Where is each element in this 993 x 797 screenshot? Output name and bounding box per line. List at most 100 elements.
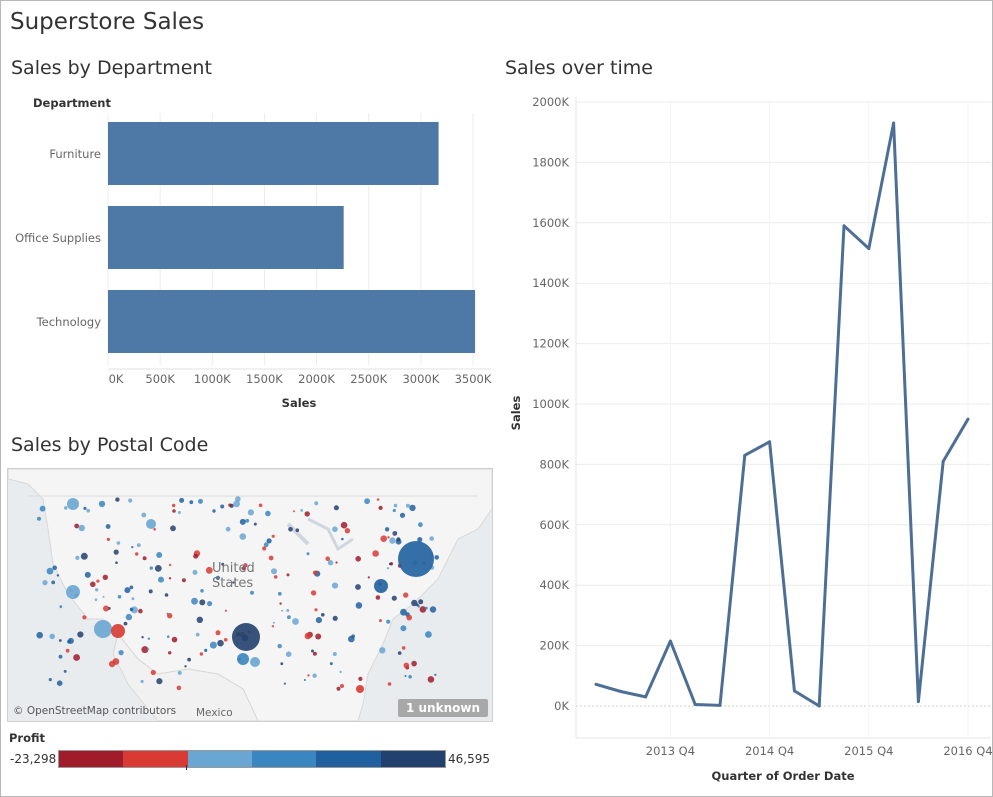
map-point[interactable]	[217, 639, 224, 647]
map-point[interactable]	[63, 669, 67, 673]
map-point[interactable]	[304, 632, 312, 640]
map-point[interactable]	[333, 505, 339, 511]
map-point[interactable]	[136, 543, 141, 547]
map-point[interactable]	[98, 500, 106, 508]
map-point[interactable]	[156, 678, 163, 685]
map-point[interactable]	[339, 670, 342, 674]
map-point[interactable]	[199, 599, 206, 606]
map-point[interactable]	[56, 574, 60, 577]
map-point[interactable]	[303, 679, 306, 681]
map-point[interactable]	[281, 609, 284, 612]
map-point[interactable]	[42, 580, 48, 586]
map-point[interactable]	[293, 510, 295, 513]
map-point[interactable]	[73, 654, 80, 661]
map-point[interactable]	[314, 501, 319, 506]
map-point[interactable]	[386, 567, 390, 570]
map-point[interactable]	[271, 568, 277, 575]
postal-code-map[interactable]: United States Mexico © OpenStreetMap con…	[7, 468, 493, 722]
map-point[interactable]	[340, 521, 348, 529]
map-point[interactable]	[64, 506, 68, 510]
map-point[interactable]	[158, 576, 164, 583]
line-point[interactable]	[792, 689, 796, 693]
map-point[interactable]	[138, 608, 143, 614]
map-point[interactable]	[184, 665, 187, 668]
map-point[interactable]	[115, 497, 120, 502]
map-point[interactable]	[375, 595, 381, 600]
map-point[interactable]	[250, 590, 254, 595]
map-point[interactable]	[434, 555, 440, 560]
map-point[interactable]	[253, 522, 257, 526]
map-point[interactable]	[331, 582, 339, 589]
map-point[interactable]	[403, 592, 409, 598]
bar-furniture[interactable]	[108, 122, 439, 185]
map-point[interactable]	[401, 646, 406, 650]
map-point[interactable]	[147, 637, 151, 640]
map-point-large[interactable]	[374, 579, 388, 593]
map-point[interactable]	[207, 601, 213, 607]
map-point[interactable]	[80, 552, 88, 560]
map-point[interactable]	[181, 578, 186, 583]
line-point[interactable]	[619, 690, 623, 694]
map-point[interactable]	[332, 526, 338, 532]
map-point[interactable]	[355, 584, 361, 590]
map-point[interactable]	[325, 556, 331, 561]
map-point[interactable]	[200, 589, 204, 593]
map-point[interactable]	[245, 518, 250, 523]
map-point[interactable]	[286, 609, 290, 612]
map-point[interactable]	[48, 678, 52, 682]
map-point-large[interactable]	[398, 541, 434, 577]
map-point[interactable]	[67, 639, 72, 644]
map-point[interactable]	[340, 684, 344, 688]
map-point[interactable]	[193, 553, 199, 559]
map-point[interactable]	[166, 635, 170, 638]
map-point[interactable]	[51, 580, 56, 585]
map-point[interactable]	[223, 638, 228, 642]
line-point[interactable]	[743, 453, 747, 457]
map-point[interactable]	[418, 522, 423, 528]
map-point[interactable]	[399, 512, 406, 518]
map-point[interactable]	[141, 512, 147, 518]
map-point[interactable]	[52, 565, 57, 571]
map-point[interactable]	[313, 570, 318, 576]
map-point[interactable]	[37, 516, 41, 521]
map-point[interactable]	[141, 646, 149, 654]
map-point[interactable]	[124, 587, 131, 594]
map-point[interactable]	[406, 614, 413, 621]
map-point[interactable]	[417, 537, 423, 543]
map-point[interactable]	[179, 497, 185, 503]
map-point[interactable]	[177, 511, 181, 514]
map-point[interactable]	[429, 606, 437, 613]
map-point[interactable]	[131, 546, 134, 549]
line-point[interactable]	[966, 417, 970, 421]
map-point[interactable]	[204, 648, 208, 652]
map-point[interactable]	[332, 652, 337, 656]
map-point[interactable]	[315, 617, 322, 624]
map-point[interactable]	[283, 682, 286, 685]
map-point[interactable]	[156, 552, 163, 558]
map-point[interactable]	[94, 598, 98, 601]
map-point[interactable]	[90, 581, 96, 588]
map-point[interactable]	[386, 619, 391, 624]
map-point-large[interactable]	[232, 623, 260, 651]
map-point[interactable]	[129, 585, 134, 590]
map-point[interactable]	[168, 651, 172, 655]
map-point[interactable]	[286, 573, 290, 577]
map-point[interactable]	[411, 660, 417, 667]
map-point[interactable]	[405, 503, 410, 508]
map-point[interactable]	[239, 533, 247, 540]
map-point[interactable]	[140, 679, 144, 684]
map-point[interactable]	[332, 615, 338, 621]
map-point[interactable]	[83, 506, 87, 510]
map-point[interactable]	[198, 498, 203, 504]
map-point[interactable]	[102, 595, 105, 598]
map-point[interactable]	[106, 537, 110, 541]
bar-chart[interactable]: Furniture Office Supplies Technology 0K 500…	[1, 1, 501, 421]
map-point[interactable]	[215, 630, 221, 636]
map-point[interactable]	[304, 511, 310, 517]
map-point[interactable]	[364, 498, 370, 505]
map-point[interactable]	[171, 636, 178, 643]
map-point[interactable]	[196, 616, 203, 623]
map-point[interactable]	[277, 591, 282, 596]
map-point[interactable]	[84, 571, 91, 578]
map-point-large[interactable]	[356, 685, 364, 693]
